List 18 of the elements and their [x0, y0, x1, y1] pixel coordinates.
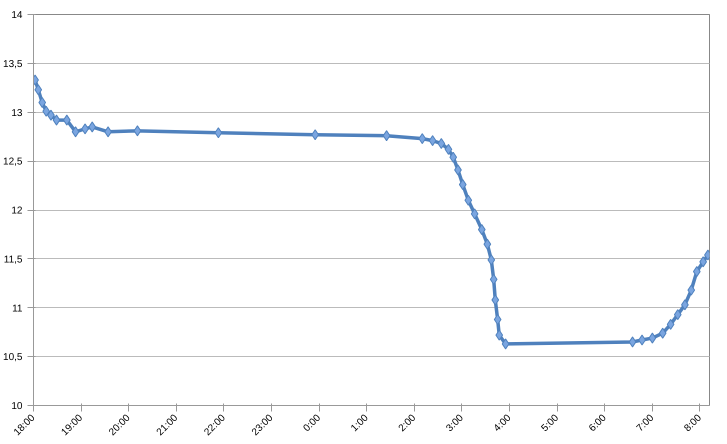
x-tick-label: 3:00: [444, 412, 466, 434]
x-tick-label: 7:00: [634, 412, 657, 434]
x-tick-label: 4:00: [492, 412, 514, 434]
y-tick-label: 13: [11, 108, 23, 119]
x-tick-label: 8:00: [682, 412, 704, 434]
x-tick-label: 1:00: [349, 412, 371, 434]
y-tick-label: 14: [11, 10, 23, 21]
x-tick-label: 6:00: [587, 412, 609, 434]
y-tick-label: 11: [12, 303, 23, 314]
y-tick-label: 13,5: [3, 58, 23, 70]
y-tick-label: 11,5: [4, 254, 23, 266]
x-tick-label: 0:00: [301, 412, 324, 434]
y-tick-label: 10,5: [3, 352, 23, 364]
y-tick-label: 10: [11, 401, 23, 412]
x-tick-label: 5:00: [540, 412, 562, 434]
x-tick-label: 2:00: [396, 412, 419, 434]
y-tick-label: 12: [11, 206, 23, 216]
y-tick-label: 12,5: [3, 156, 23, 168]
